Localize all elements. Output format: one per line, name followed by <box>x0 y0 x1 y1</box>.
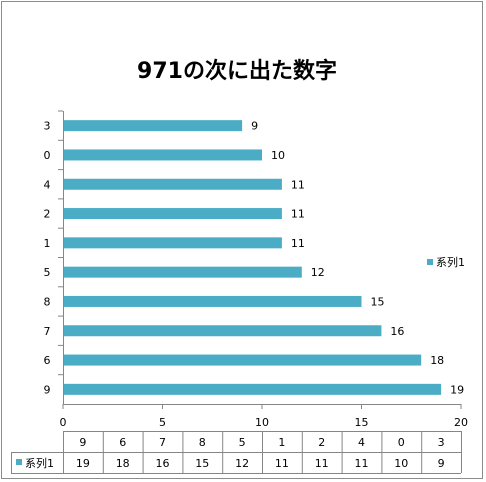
data-label-3: 9 <box>251 120 258 133</box>
bar-9 <box>63 383 442 395</box>
y-tick-label-3: 3 <box>44 120 51 133</box>
table-header-7: 7 <box>159 436 166 449</box>
y-tick-label-7: 7 <box>44 325 51 338</box>
x-tick-label-10: 10 <box>255 416 269 429</box>
legend: 系列1 <box>427 255 465 269</box>
x-tick-label-5: 5 <box>159 416 166 429</box>
bar-1 <box>63 237 282 249</box>
bar-3 <box>63 120 243 132</box>
table-value-5: 12 <box>235 457 249 470</box>
table-header-9: 9 <box>79 436 86 449</box>
y-tick-label-6: 6 <box>44 354 51 367</box>
bar-4 <box>63 178 282 190</box>
table-header-4: 4 <box>358 436 365 449</box>
table-header-1: 1 <box>278 436 285 449</box>
table-header-0: 0 <box>398 436 405 449</box>
data-label-5: 12 <box>311 266 325 279</box>
x-tick-label-15: 15 <box>355 416 369 429</box>
y-tick-label-9: 9 <box>44 383 51 396</box>
bar-6 <box>63 354 422 366</box>
table-value-3: 9 <box>438 457 445 470</box>
data-label-0: 10 <box>271 149 285 162</box>
legend-label: 系列1 <box>436 255 465 269</box>
table-value-7: 16 <box>156 457 170 470</box>
y-tick-label-1: 1 <box>44 237 51 250</box>
table-value-8: 15 <box>195 457 209 470</box>
y-tick-label-4: 4 <box>44 178 51 191</box>
y-tick-label-8: 8 <box>44 295 51 308</box>
data-label-6: 18 <box>430 354 444 367</box>
data-label-7: 16 <box>390 325 404 338</box>
table-header-6: 6 <box>119 436 126 449</box>
table-header-2: 2 <box>318 436 325 449</box>
y-tick-label-2: 2 <box>44 208 51 221</box>
chart-title: 971の次に出た数字 <box>137 58 337 84</box>
table-value-9: 19 <box>76 457 90 470</box>
table-header-3: 3 <box>438 436 445 449</box>
x-tick-label-0: 0 <box>60 416 67 429</box>
y-tick-label-0: 0 <box>44 149 51 162</box>
table-value-4: 11 <box>355 457 369 470</box>
bar-0 <box>63 149 262 161</box>
table-value-2: 11 <box>315 457 329 470</box>
data-label-9: 19 <box>450 383 464 396</box>
table-value-6: 18 <box>116 457 130 470</box>
bar-7 <box>63 325 382 337</box>
y-tick-label-5: 5 <box>44 266 51 279</box>
bars-group: 19 18 16 15 12 11 11 11 10 9 <box>63 120 464 396</box>
legend-swatch <box>427 259 433 265</box>
table-series-label: 系列1 <box>25 456 54 470</box>
data-label-4: 11 <box>291 178 305 191</box>
table-value-1: 11 <box>275 457 289 470</box>
table-header-8: 8 <box>199 436 206 449</box>
x-tick-label-20: 20 <box>454 416 468 429</box>
bar-5 <box>63 266 302 278</box>
table-value-0: 10 <box>394 457 408 470</box>
bar-8 <box>63 295 362 307</box>
data-label-8: 15 <box>371 295 385 308</box>
data-label-2: 11 <box>291 208 305 221</box>
table-series-swatch <box>16 459 22 465</box>
data-label-1: 11 <box>291 237 305 250</box>
table-header-5: 5 <box>239 436 246 449</box>
bar-2 <box>63 208 282 220</box>
